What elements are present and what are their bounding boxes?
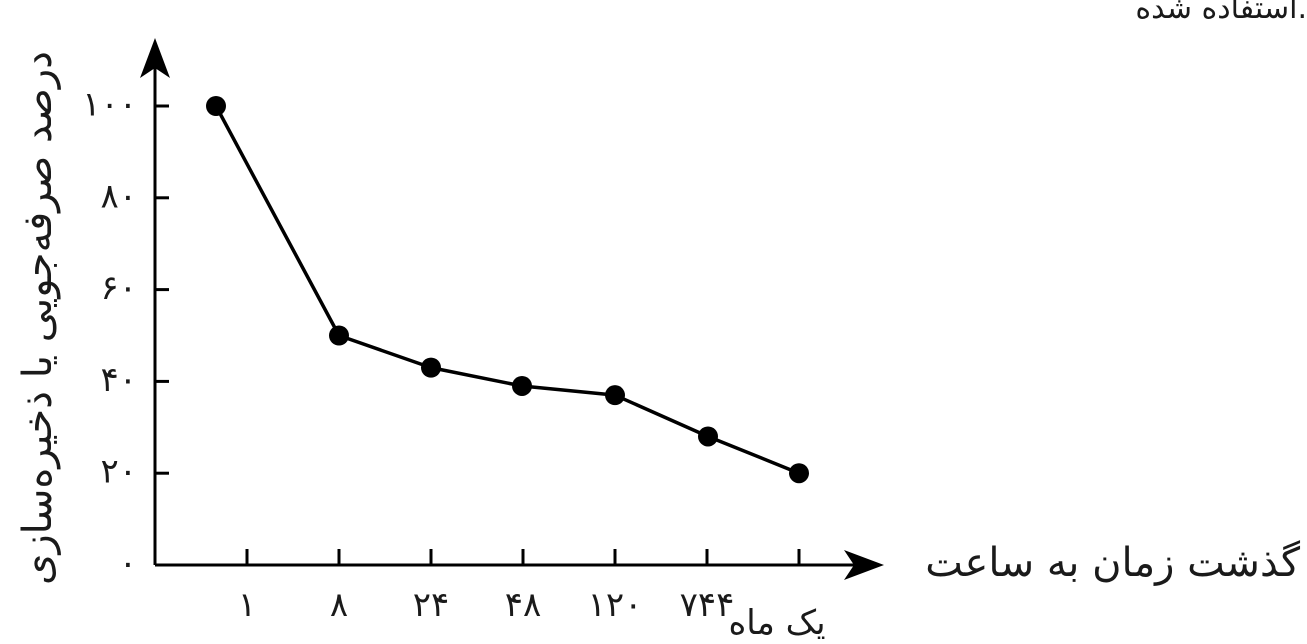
series-line xyxy=(214,105,800,475)
data-point xyxy=(605,385,625,406)
data-point xyxy=(698,426,718,447)
y-tick-label: ۰ xyxy=(119,544,137,584)
y-tick-label: ۱۰۰ xyxy=(82,85,137,125)
y-tick-label: ۶۰ xyxy=(100,268,137,308)
x-tick-label: یک ماه xyxy=(728,603,825,643)
y-tick-label: ۸۰ xyxy=(100,176,137,216)
x-axis-title: گذشت زمان به ساعت xyxy=(925,540,1301,586)
x-axis-arrow-icon xyxy=(844,550,884,580)
data-point xyxy=(512,375,532,396)
data-points xyxy=(206,96,809,484)
y-tick-label: ۴۰ xyxy=(100,360,137,400)
y-axis-arrow-icon xyxy=(140,38,170,78)
y-tick-label: ۲۰ xyxy=(100,452,137,492)
axes xyxy=(140,38,884,580)
data-point xyxy=(329,325,349,346)
x-tick-label: ۱۲۰ xyxy=(588,585,643,625)
data-point xyxy=(421,357,441,378)
x-tick-label: ۴۸ xyxy=(505,585,542,625)
x-tick-label: ۲۴ xyxy=(413,585,450,625)
data-point xyxy=(789,463,809,484)
y-axis-title: درصد صرفه‌جویی یا ذخیره‌سازی xyxy=(15,51,61,585)
x-tick-label: ۸ xyxy=(330,585,348,625)
x-tick-label: ۱ xyxy=(238,585,256,625)
x-tick-label: ۷۴۴ xyxy=(680,585,735,625)
cropped-caption-text: استفاده شده. xyxy=(1135,0,1307,26)
y-axis-ticks: ۰ ۲۰ ۴۰ ۶۰ ۸۰ ۱۰۰ xyxy=(82,85,169,584)
data-point xyxy=(206,96,226,116)
